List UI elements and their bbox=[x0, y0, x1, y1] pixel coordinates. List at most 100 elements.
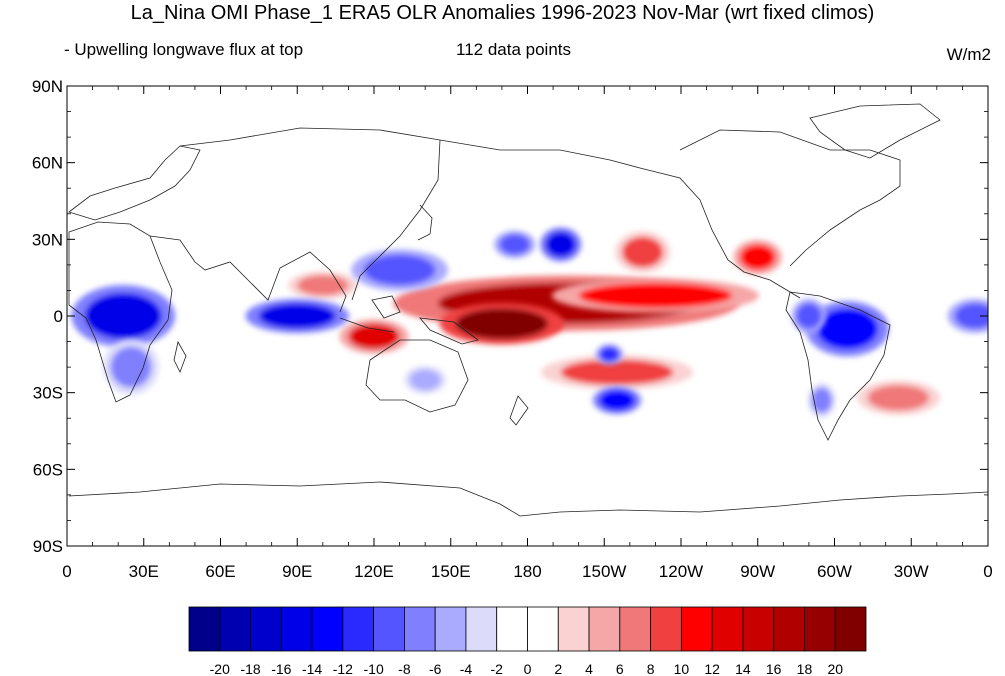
colorbar-label: 8 bbox=[647, 661, 655, 676]
coastlines bbox=[68, 103, 988, 517]
anomaly-core bbox=[599, 346, 620, 363]
colorbar-swatch bbox=[311, 606, 344, 652]
anomaly-field bbox=[71, 227, 988, 418]
anomaly-region bbox=[733, 239, 782, 275]
anomaly-region bbox=[439, 302, 565, 345]
anomaly-region bbox=[351, 249, 448, 291]
lat-tick-label: 60S bbox=[33, 460, 63, 479]
lon-tick-label: 30W bbox=[894, 562, 929, 581]
colorbar-label: -8 bbox=[398, 661, 411, 676]
anomaly-core bbox=[348, 323, 400, 350]
lat-tick-label: 90N bbox=[32, 77, 63, 96]
colorbar-swatch bbox=[588, 606, 621, 652]
colorbar-swatch bbox=[250, 606, 282, 652]
anomaly-region bbox=[288, 271, 358, 300]
lon-tick-label: 60E bbox=[205, 562, 235, 581]
colorbar-label: 14 bbox=[735, 661, 751, 676]
variable-description: - Upwelling longwave flux at top bbox=[64, 40, 304, 59]
anomaly-region bbox=[947, 298, 988, 334]
anomaly-region bbox=[103, 339, 159, 395]
lon-tick-label: 180 bbox=[513, 562, 541, 581]
colorbar-swatch bbox=[280, 606, 313, 652]
anomaly-region bbox=[541, 354, 694, 390]
anomaly-core bbox=[545, 231, 577, 258]
colorbar-label: 10 bbox=[674, 661, 690, 676]
colorbar-label: -12 bbox=[333, 661, 353, 676]
data-point-count: 112 data points bbox=[456, 40, 571, 59]
anomaly-region bbox=[791, 298, 827, 334]
lat-tick-label: 30N bbox=[32, 230, 63, 249]
anomaly-region bbox=[614, 231, 671, 273]
colorbar-label: -16 bbox=[271, 661, 291, 676]
lon-tick-label: 0 bbox=[62, 562, 71, 581]
colorbar-swatch bbox=[619, 606, 651, 652]
lat-tick-label: 90S bbox=[33, 537, 63, 556]
anomaly-core bbox=[110, 346, 152, 388]
colorbar-swatch bbox=[834, 606, 867, 652]
colorbar-swatch bbox=[219, 606, 251, 652]
colorbar-swatch bbox=[804, 606, 836, 652]
map-axes: 90N 60N 30N 0 30S 60S 90S 0 30E 60E 90E 120E 150E 180… bbox=[32, 77, 993, 581]
lon-tick-label: 150W bbox=[582, 562, 626, 581]
colorbar-label: -18 bbox=[240, 661, 260, 676]
anomaly-core bbox=[84, 293, 162, 339]
colorbar-swatch bbox=[680, 606, 713, 652]
colorbar-swatch bbox=[711, 606, 744, 652]
units-label: W/m2 bbox=[946, 45, 991, 64]
colorbar-swatch bbox=[188, 606, 221, 652]
anomaly-region bbox=[805, 301, 889, 357]
lon-tick-label: 90E bbox=[282, 562, 312, 581]
anomaly-core bbox=[599, 390, 635, 411]
colorbar-swatch bbox=[557, 606, 590, 652]
anomaly-core bbox=[499, 234, 531, 255]
anomaly-region bbox=[551, 278, 760, 313]
colorbar-swatch bbox=[527, 606, 559, 652]
anomaly-core bbox=[409, 369, 441, 391]
anomaly-core bbox=[455, 308, 548, 339]
anomaly-core bbox=[796, 303, 822, 329]
colorbar-swatch bbox=[465, 606, 498, 652]
colorbar-swatch bbox=[434, 606, 467, 652]
colorbar-label: -4 bbox=[460, 661, 473, 676]
anomaly-core bbox=[560, 359, 674, 385]
colorbar-label: 16 bbox=[766, 661, 782, 676]
anomaly-region bbox=[339, 319, 409, 354]
anomaly-core bbox=[739, 244, 776, 270]
colorbar-swatch bbox=[773, 606, 805, 652]
colorbar-label: 0 bbox=[524, 661, 532, 676]
colorbar-swatch bbox=[650, 606, 682, 652]
colorbar-label: 6 bbox=[616, 661, 624, 676]
colorbar-label: -20 bbox=[210, 661, 230, 676]
colorbar-label: -6 bbox=[429, 661, 442, 676]
lon-tick-label: 0 bbox=[983, 562, 992, 581]
anomaly-core bbox=[811, 387, 832, 414]
lat-tick-label: 0 bbox=[54, 307, 63, 326]
colorbar-label: 4 bbox=[585, 661, 593, 676]
colorbar-label: 18 bbox=[797, 661, 813, 676]
lon-tick-label: 120E bbox=[354, 562, 394, 581]
anomaly-core bbox=[954, 303, 988, 329]
colorbar-swatch bbox=[342, 606, 375, 652]
lon-tick-label: 60W bbox=[817, 562, 852, 581]
colorbar-label: -10 bbox=[364, 661, 384, 676]
colorbar-label: 20 bbox=[827, 661, 843, 676]
colorbar-label: -14 bbox=[302, 661, 322, 676]
anomaly-core bbox=[578, 282, 733, 309]
anomaly-core bbox=[867, 385, 930, 411]
colorbar-swatch bbox=[496, 606, 528, 652]
anomaly-region bbox=[493, 230, 536, 259]
lon-tick-label: 150E bbox=[431, 562, 471, 581]
anomaly-core bbox=[297, 275, 349, 296]
colorbar-swatch bbox=[742, 606, 775, 652]
anomaly-core bbox=[258, 303, 336, 329]
anomaly-core bbox=[622, 236, 664, 268]
anomaly-core bbox=[363, 254, 436, 286]
anomaly-region bbox=[857, 380, 940, 416]
anomaly-region bbox=[245, 298, 350, 334]
lat-tick-label: 30S bbox=[33, 384, 63, 403]
lon-tick-label: 30E bbox=[129, 562, 159, 581]
anomaly-region bbox=[71, 284, 176, 348]
anomaly-region bbox=[540, 227, 582, 262]
colorbar: -20 -18 -16 -14 -12 -10 -8 -6 -4 -2 0 2 4 6 8 10 12 14 16 1… bbox=[188, 606, 867, 676]
